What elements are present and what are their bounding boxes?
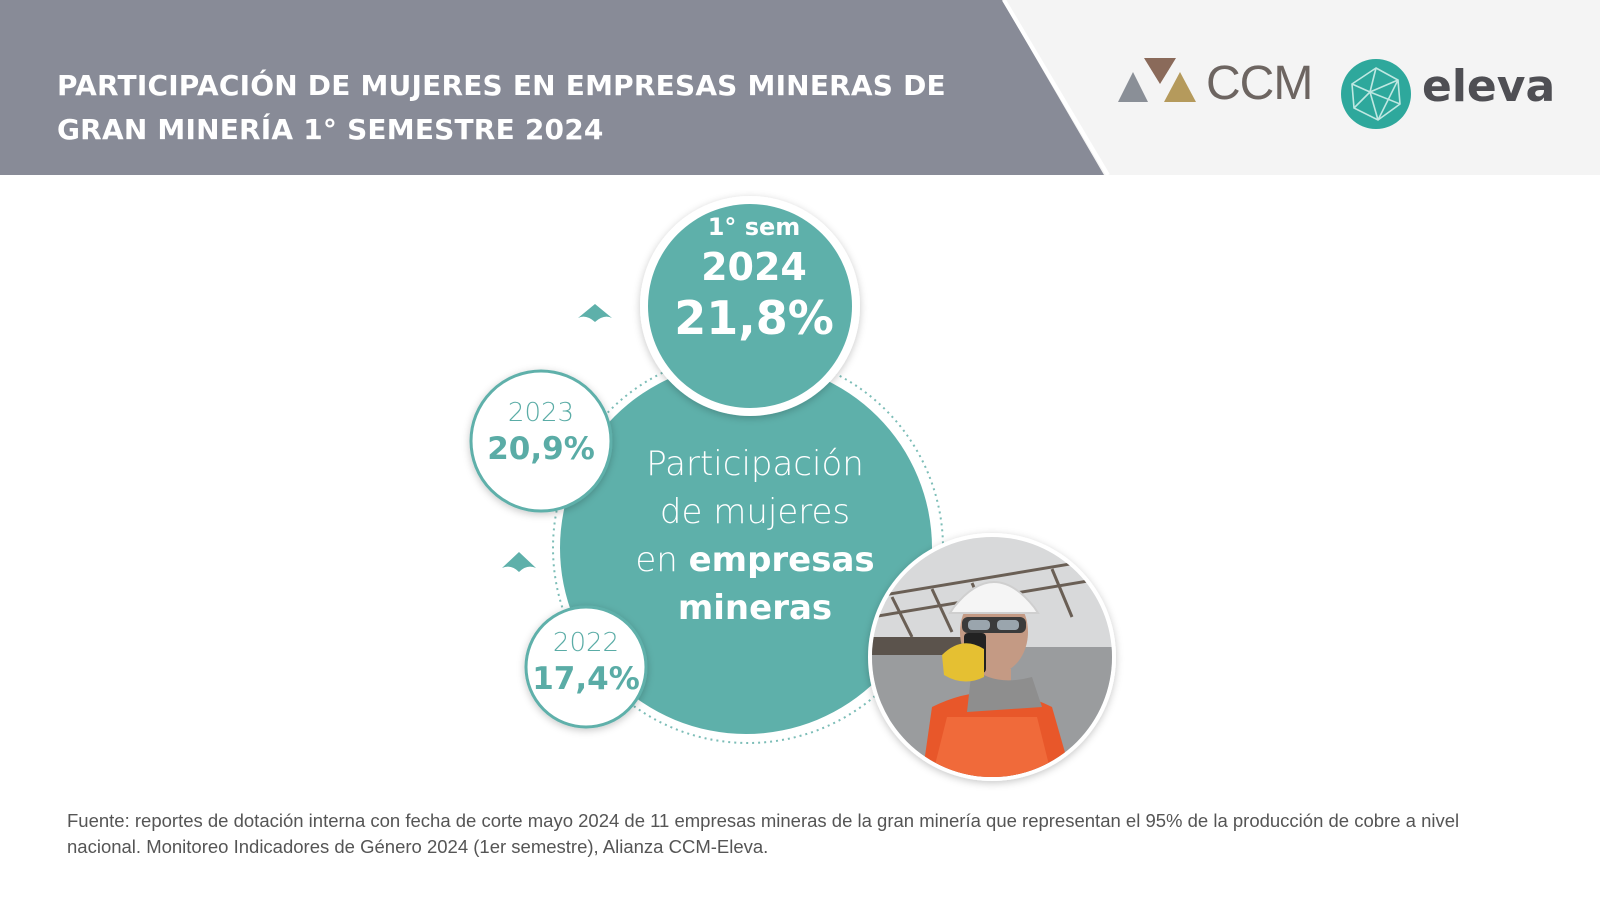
stat-2024-label: 1° sem (707, 213, 801, 241)
source-footnote: Fuente: reportes de dotación interna con… (67, 810, 1460, 857)
center-line-4: mineras (565, 584, 945, 632)
title-line-2: GRAN MINERÍA 1° SEMESTRE 2024 (57, 113, 604, 146)
circle-2022 (524, 605, 648, 729)
circle-2024 (648, 204, 852, 408)
page-title: PARTICIPACIÓN DE MUJERES EN EMPRESAS MIN… (57, 64, 957, 152)
center-line-3: en empresas (565, 536, 945, 584)
ccm-logo-icon (1118, 58, 1196, 102)
up-arrow-icon (502, 552, 536, 572)
eleva-logo-icon (1341, 59, 1411, 129)
stat-2024-year: 2024 (701, 245, 807, 289)
ccm-logo-text: CCM (1206, 57, 1313, 110)
center-circle (560, 362, 932, 734)
stat-2023: 2023 20,9% (473, 396, 609, 468)
header-band (0, 0, 1110, 177)
circle-2023 (469, 369, 613, 513)
eleva-logo-text: eleva (1422, 61, 1556, 112)
worker-illustration (872, 537, 1112, 777)
worker-photo (872, 537, 1112, 777)
stat-2022-year: 2022 (552, 628, 620, 658)
center-heading: Participación de mujeres en empresas min… (565, 440, 945, 632)
center-line-1: Participación (646, 444, 864, 484)
stat-2022-value: 17,4% (532, 661, 640, 697)
center-line-3-light: en (635, 540, 678, 580)
stat-2023-value: 20,9% (487, 431, 595, 467)
stat-2024-value: 21,8% (674, 291, 834, 345)
stat-2023-year: 2023 (507, 398, 575, 428)
center-line-3-bold: empresas (688, 540, 875, 580)
up-arrow-icon (578, 304, 612, 322)
center-line-4-bold: mineras (677, 588, 833, 628)
stat-2024: 1° sem 2024 21,8% (646, 210, 862, 346)
title-line-1: PARTICIPACIÓN DE MUJERES EN EMPRESAS MIN… (57, 69, 946, 102)
stat-2022: 2022 17,4% (518, 626, 654, 698)
center-line-2: de mujeres (659, 492, 851, 532)
